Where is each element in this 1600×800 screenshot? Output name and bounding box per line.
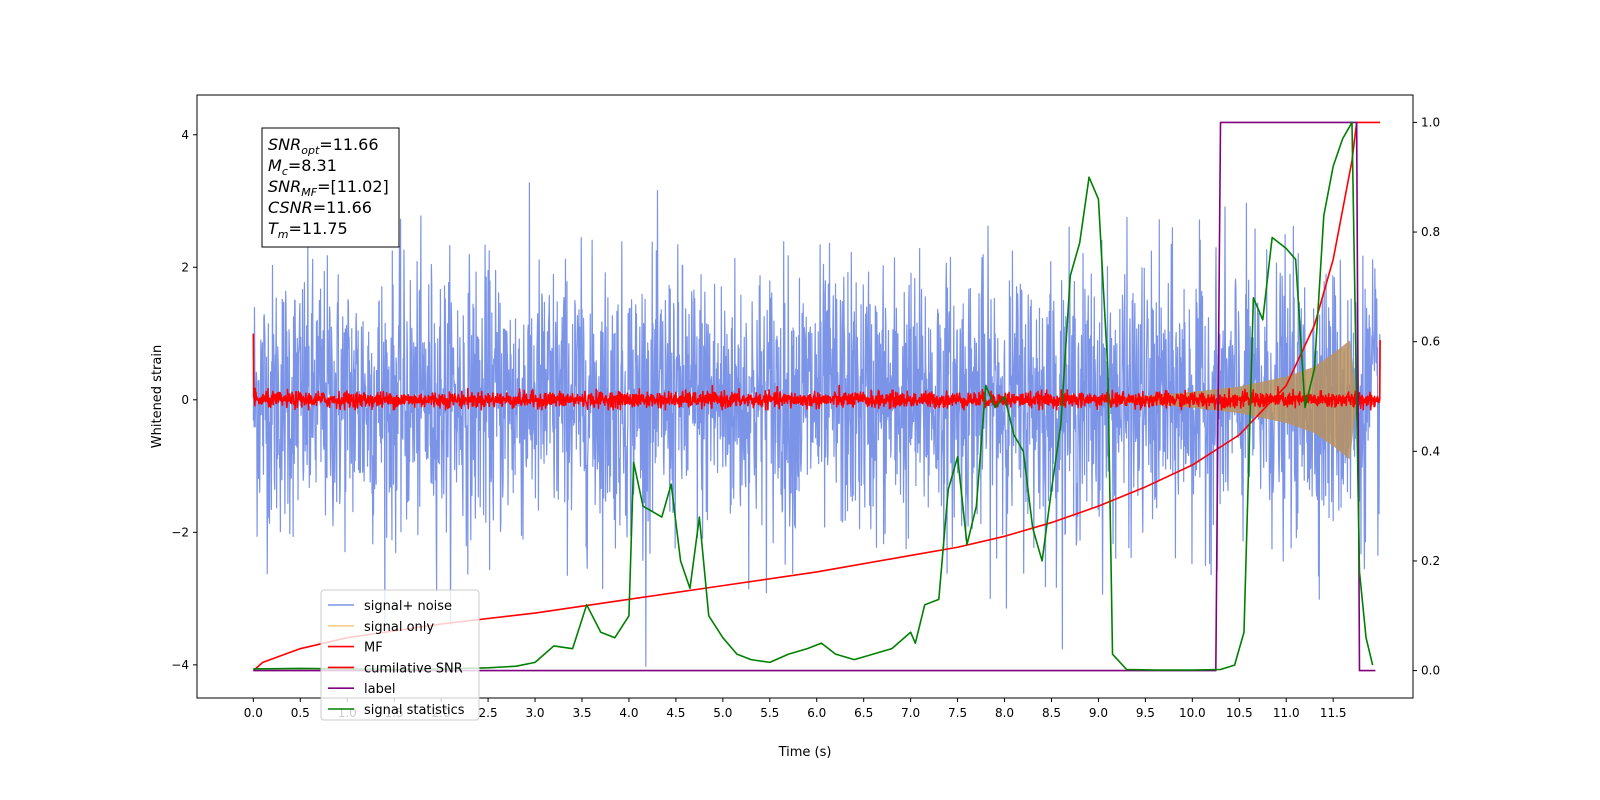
- y2-axis-right: 0.0 0.2 0.4 0.6 0.8 1.0: [1413, 115, 1440, 678]
- x-tick-label: 10.0: [1179, 706, 1206, 720]
- x-tick-label: 6.5: [854, 706, 873, 720]
- x-axis-label: Time (s): [778, 745, 832, 760]
- x-tick-label: 4.0: [619, 706, 638, 720]
- x-tick-label: 0.0: [244, 706, 263, 720]
- y-tick-label: 4: [181, 128, 189, 142]
- info-line: Mc=8.31: [268, 156, 337, 178]
- plot-frame: [196, 94, 1414, 699]
- x-tick-label: 7.0: [901, 706, 920, 720]
- legend-entry: signal only: [364, 620, 434, 635]
- info-box-frame: [261, 127, 400, 248]
- x-tick-label: 11.5: [1320, 706, 1347, 720]
- legend-entry: MF: [364, 641, 383, 656]
- legend-entry: cumilative SNR: [364, 661, 463, 676]
- info-line: CSNR=11.66: [268, 198, 372, 217]
- info-line: SNRMF=[11.02]: [268, 177, 389, 199]
- info-line: Tm=11.75: [268, 219, 348, 241]
- legend-entry: signal statistics: [364, 703, 465, 718]
- x-tick-label: 3.0: [525, 706, 544, 720]
- series-layer: [252, 121, 1381, 672]
- x-tick-label: 9.0: [1089, 706, 1108, 720]
- legend-entry: label: [364, 682, 395, 697]
- legend: signal+ noise signal only MF cumilative SNR…: [320, 589, 480, 721]
- series-mf: [252, 333, 1381, 411]
- y-tick-label: −4: [171, 658, 189, 672]
- y-tick-label: −2: [171, 525, 189, 539]
- y2-tick-label: 0.0: [1421, 664, 1440, 678]
- x-tick-label: 7.5: [948, 706, 967, 720]
- x-tick-label: 3.5: [572, 706, 591, 720]
- y2-tick-label: 1.0: [1421, 115, 1440, 129]
- x-tick-label: 8.0: [995, 706, 1014, 720]
- info-line: SNRopt=11.66: [268, 135, 379, 157]
- x-tick-label: 8.5: [1042, 706, 1061, 720]
- legend-entry: signal+ noise: [364, 599, 452, 614]
- x-tick-label: 0.5: [291, 706, 310, 720]
- y-axis: −4 −2 0 2 4: [171, 128, 197, 672]
- x-tick-label: 6.0: [807, 706, 826, 720]
- x-tick-label: 11.0: [1273, 706, 1300, 720]
- legend-frame: [320, 589, 480, 721]
- x-tick-label: 5.5: [760, 706, 779, 720]
- y2-tick-label: 0.8: [1421, 225, 1440, 239]
- x-tick-label: 9.5: [1136, 706, 1155, 720]
- y2-tick-label: 0.2: [1421, 554, 1440, 568]
- series-label: [253, 121, 1376, 672]
- x-tick-label: 10.5: [1226, 706, 1253, 720]
- y2-tick-label: 0.6: [1421, 335, 1440, 349]
- x-tick-label: 4.5: [666, 706, 685, 720]
- info-box: SNRopt=11.66Mc=8.31SNRMF=[11.02]CSNR=11.…: [261, 127, 400, 248]
- series-signal-statistics: [253, 121, 1374, 671]
- y-tick-label: 0: [181, 393, 189, 407]
- y-axis-label: Whitened strain: [150, 345, 165, 448]
- y2-tick-label: 0.4: [1421, 444, 1440, 458]
- y-tick-label: 2: [181, 260, 189, 274]
- x-tick-label: 5.0: [713, 706, 732, 720]
- x-tick-label: 2.5: [479, 706, 498, 720]
